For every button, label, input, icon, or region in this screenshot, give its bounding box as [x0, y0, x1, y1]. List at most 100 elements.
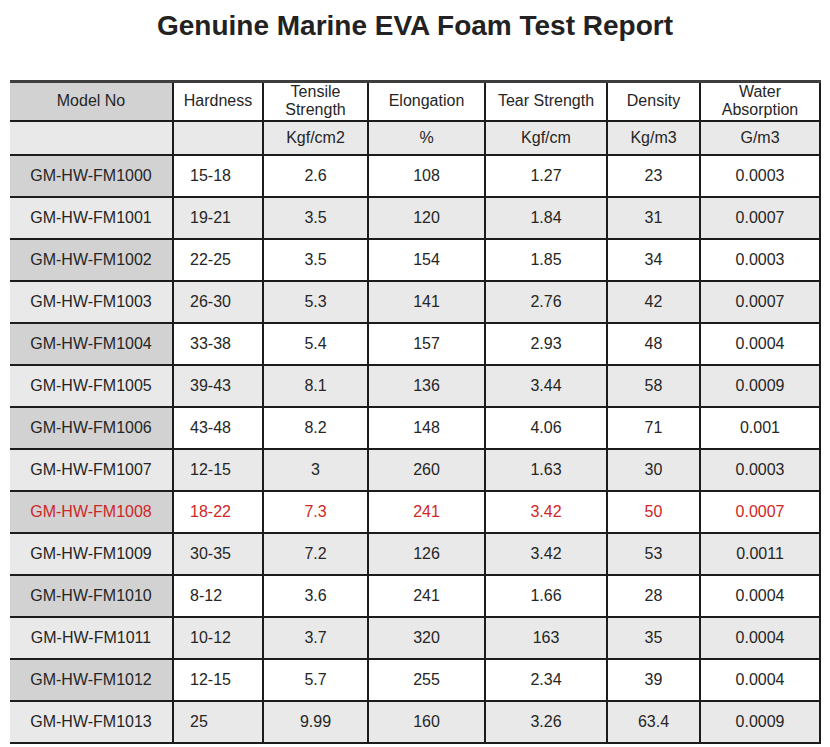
value-cell: 0.0004 [700, 659, 820, 701]
value-cell: 3 [263, 449, 368, 491]
column-header: Elongation [368, 82, 485, 121]
table-row: GM-HW-FM100818-227.32413.42500.0007 [10, 491, 820, 533]
model-cell: GM-HW-FM1006 [10, 407, 173, 449]
value-cell: 163 [485, 617, 607, 659]
table-row: GM-HW-FM100326-305.31412.76420.0007 [10, 281, 820, 323]
column-header: Hardness [173, 82, 263, 121]
value-cell: 3.7 [263, 617, 368, 659]
table-row: GM-HW-FM100539-438.11363.44580.0009 [10, 365, 820, 407]
value-cell: 2.76 [485, 281, 607, 323]
value-cell: 0.0004 [700, 575, 820, 617]
value-cell: 5.3 [263, 281, 368, 323]
unit-cell [10, 121, 173, 155]
test-report-table: Model NoHardnessTensile StrengthElongati… [10, 80, 821, 744]
value-cell: 3.42 [485, 491, 607, 533]
value-cell: 0.0003 [700, 239, 820, 281]
value-cell: 3.5 [263, 197, 368, 239]
model-cell: GM-HW-FM1003 [10, 281, 173, 323]
model-cell: GM-HW-FM1009 [10, 533, 173, 575]
header-row: Model NoHardnessTensile StrengthElongati… [10, 82, 820, 121]
page-title: Genuine Marine EVA Foam Test Report [0, 0, 830, 42]
value-cell: 30-35 [173, 533, 263, 575]
value-cell: 9.99 [263, 701, 368, 743]
value-cell: 0.0009 [700, 701, 820, 743]
value-cell: 1.63 [485, 449, 607, 491]
value-cell: 1.66 [485, 575, 607, 617]
value-cell: 126 [368, 533, 485, 575]
value-cell: 8.2 [263, 407, 368, 449]
column-header: Tear Strength [485, 82, 607, 121]
unit-cell [173, 121, 263, 155]
value-cell: 2.34 [485, 659, 607, 701]
model-cell: GM-HW-FM1000 [10, 155, 173, 197]
value-cell: 28 [607, 575, 700, 617]
unit-cell: G/m3 [700, 121, 820, 155]
model-cell: GM-HW-FM1011 [10, 617, 173, 659]
value-cell: 2.93 [485, 323, 607, 365]
value-cell: 10-12 [173, 617, 263, 659]
value-cell: 148 [368, 407, 485, 449]
table-row: GM-HW-FM100643-488.21484.06710.001 [10, 407, 820, 449]
value-cell: 25 [173, 701, 263, 743]
model-cell: GM-HW-FM1002 [10, 239, 173, 281]
value-cell: 53 [607, 533, 700, 575]
table-row: GM-HW-FM100222-253.51541.85340.0003 [10, 239, 820, 281]
model-cell: GM-HW-FM1004 [10, 323, 173, 365]
value-cell: 4.06 [485, 407, 607, 449]
value-cell: 241 [368, 575, 485, 617]
value-cell: 3.42 [485, 533, 607, 575]
value-cell: 0.0007 [700, 281, 820, 323]
value-cell: 255 [368, 659, 485, 701]
table-row: GM-HW-FM100930-357.21263.42530.0011 [10, 533, 820, 575]
table-row: GM-HW-FM101110-123.7320163350.0004 [10, 617, 820, 659]
units-row: Kgf/cm2%Kgf/cmKg/m3G/m3 [10, 121, 820, 155]
value-cell: 43-48 [173, 407, 263, 449]
table-row: GM-HW-FM100015-182.61081.27230.0003 [10, 155, 820, 197]
value-cell: 31 [607, 197, 700, 239]
unit-cell: Kgf/cm [485, 121, 607, 155]
table-row: GM-HW-FM100433-385.41572.93480.0004 [10, 323, 820, 365]
column-header: Water Absorption [700, 82, 820, 121]
value-cell: 34 [607, 239, 700, 281]
value-cell: 39-43 [173, 365, 263, 407]
table-row: GM-HW-FM101212-155.72552.34390.0004 [10, 659, 820, 701]
value-cell: 42 [607, 281, 700, 323]
model-cell: GM-HW-FM1001 [10, 197, 173, 239]
model-cell: GM-HW-FM1013 [10, 701, 173, 743]
model-cell: GM-HW-FM1010 [10, 575, 173, 617]
value-cell: 22-25 [173, 239, 263, 281]
value-cell: 0.0009 [700, 365, 820, 407]
value-cell: 160 [368, 701, 485, 743]
value-cell: 108 [368, 155, 485, 197]
value-cell: 5.4 [263, 323, 368, 365]
table-row: GM-HW-FM10108-123.62411.66280.0004 [10, 575, 820, 617]
table-row: GM-HW-FM1013259.991603.2663.40.0009 [10, 701, 820, 743]
model-cell: GM-HW-FM1007 [10, 449, 173, 491]
unit-cell: Kg/m3 [607, 121, 700, 155]
value-cell: 30 [607, 449, 700, 491]
value-cell: 1.85 [485, 239, 607, 281]
unit-cell: Kgf/cm2 [263, 121, 368, 155]
model-cell: GM-HW-FM1012 [10, 659, 173, 701]
value-cell: 0.0003 [700, 155, 820, 197]
value-cell: 141 [368, 281, 485, 323]
value-cell: 3.26 [485, 701, 607, 743]
value-cell: 26-30 [173, 281, 263, 323]
value-cell: 0.0007 [700, 491, 820, 533]
value-cell: 39 [607, 659, 700, 701]
value-cell: 19-21 [173, 197, 263, 239]
value-cell: 241 [368, 491, 485, 533]
value-cell: 0.0007 [700, 197, 820, 239]
unit-cell: % [368, 121, 485, 155]
value-cell: 48 [607, 323, 700, 365]
value-cell: 7.3 [263, 491, 368, 533]
value-cell: 154 [368, 239, 485, 281]
value-cell: 0.0004 [700, 323, 820, 365]
value-cell: 3.44 [485, 365, 607, 407]
value-cell: 15-18 [173, 155, 263, 197]
value-cell: 2.6 [263, 155, 368, 197]
value-cell: 0.0004 [700, 617, 820, 659]
value-cell: 3.6 [263, 575, 368, 617]
value-cell: 0.001 [700, 407, 820, 449]
value-cell: 58 [607, 365, 700, 407]
